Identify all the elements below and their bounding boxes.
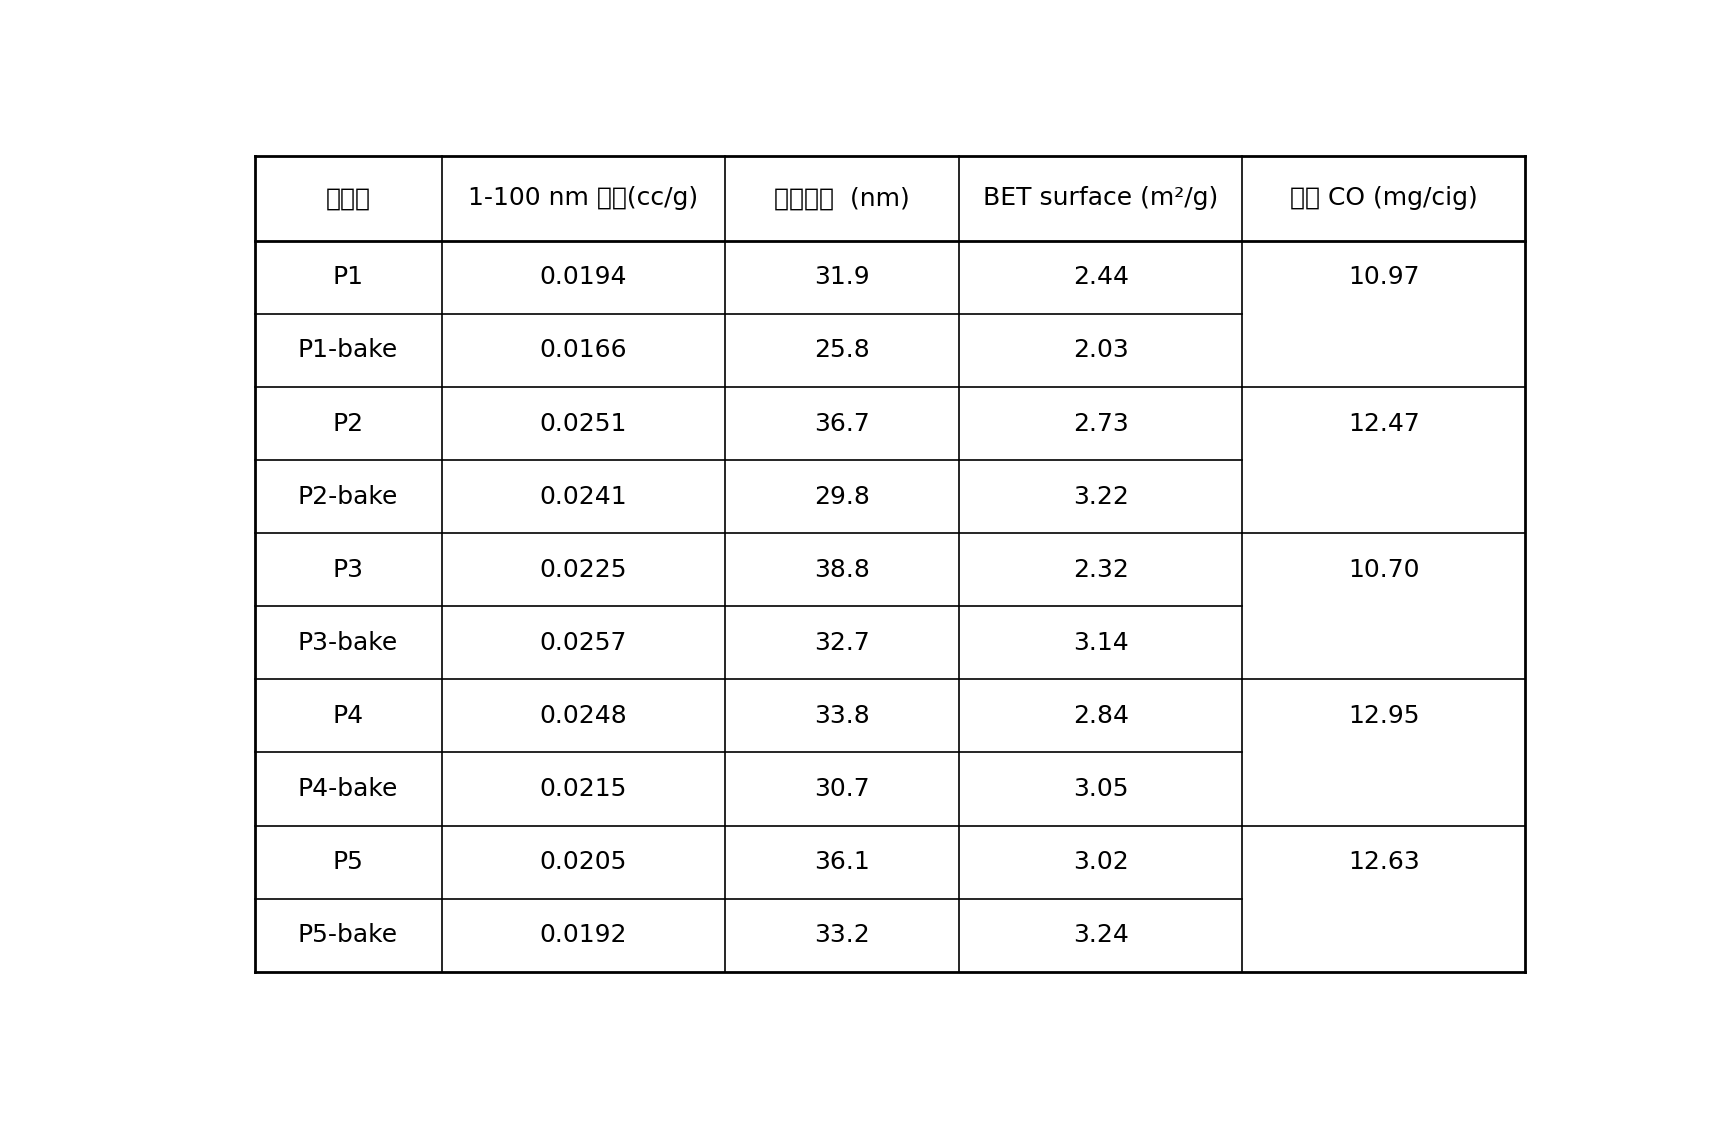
Text: 0.0205: 0.0205 <box>539 850 627 874</box>
Text: 25.8: 25.8 <box>814 339 871 362</box>
Text: 0.0257: 0.0257 <box>539 631 627 655</box>
Text: 33.2: 33.2 <box>814 924 871 947</box>
Text: 33.8: 33.8 <box>814 704 871 728</box>
Text: 0.0225: 0.0225 <box>539 558 627 582</box>
Text: 3.14: 3.14 <box>1073 631 1128 655</box>
Text: 36.7: 36.7 <box>814 411 871 436</box>
Text: BET surface (m²/g): BET surface (m²/g) <box>984 186 1219 211</box>
Text: 卷烟纸: 卷烟纸 <box>326 186 371 211</box>
Text: 3.22: 3.22 <box>1073 484 1128 509</box>
Text: P3-bake: P3-bake <box>299 631 398 655</box>
Text: 31.9: 31.9 <box>814 266 871 289</box>
Text: P1: P1 <box>333 266 364 289</box>
Text: 0.0248: 0.0248 <box>539 704 627 728</box>
Text: 2.44: 2.44 <box>1073 266 1128 289</box>
Text: 0.0215: 0.0215 <box>539 777 627 802</box>
Text: 36.1: 36.1 <box>814 850 871 874</box>
Text: 0.0194: 0.0194 <box>539 266 627 289</box>
Text: P2-bake: P2-bake <box>297 484 398 509</box>
Text: 0.0251: 0.0251 <box>539 411 627 436</box>
Text: 2.03: 2.03 <box>1073 339 1128 362</box>
Text: 10.97: 10.97 <box>1348 266 1420 289</box>
Text: 1-100 nm 孔容(cc/g): 1-100 nm 孔容(cc/g) <box>469 186 699 211</box>
Text: 烟气 CO (mg/cig): 烟气 CO (mg/cig) <box>1289 186 1478 211</box>
Text: 12.95: 12.95 <box>1348 704 1420 728</box>
Text: P5: P5 <box>333 850 364 874</box>
Text: 3.02: 3.02 <box>1073 850 1128 874</box>
Text: 12.63: 12.63 <box>1348 850 1420 874</box>
Text: P5-bake: P5-bake <box>299 924 398 947</box>
Text: P2: P2 <box>333 411 364 436</box>
Text: 10.70: 10.70 <box>1348 558 1420 582</box>
Text: 12.47: 12.47 <box>1348 411 1420 436</box>
Text: P3: P3 <box>333 558 364 582</box>
Text: P4: P4 <box>333 704 364 728</box>
Text: 平均孔径  (nm): 平均孔径 (nm) <box>774 186 910 211</box>
Text: 0.0166: 0.0166 <box>539 339 627 362</box>
Text: 32.7: 32.7 <box>814 631 871 655</box>
Text: 3.24: 3.24 <box>1073 924 1128 947</box>
Text: 2.84: 2.84 <box>1073 704 1128 728</box>
Text: 38.8: 38.8 <box>814 558 871 582</box>
Text: P1-bake: P1-bake <box>299 339 398 362</box>
Text: 3.05: 3.05 <box>1073 777 1128 802</box>
Text: P4-bake: P4-bake <box>297 777 398 802</box>
Text: 2.73: 2.73 <box>1073 411 1128 436</box>
Text: 0.0192: 0.0192 <box>539 924 627 947</box>
Text: 29.8: 29.8 <box>814 484 871 509</box>
Text: 2.32: 2.32 <box>1073 558 1128 582</box>
Text: 0.0241: 0.0241 <box>539 484 627 509</box>
Text: 30.7: 30.7 <box>814 777 871 802</box>
